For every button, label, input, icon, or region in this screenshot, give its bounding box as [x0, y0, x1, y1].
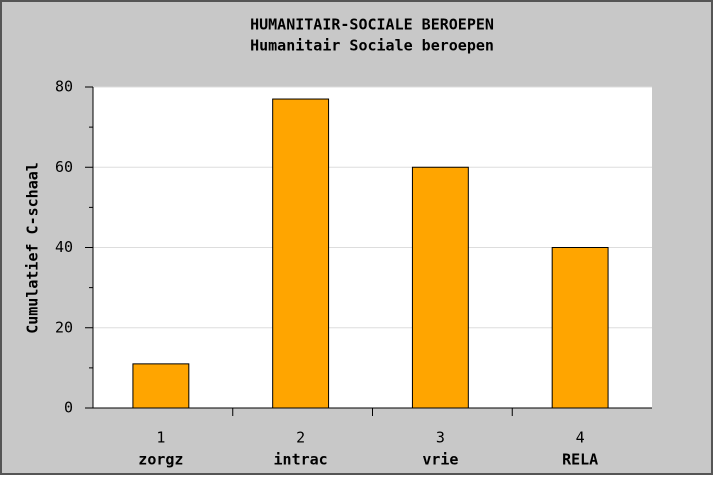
bar: [411, 166, 469, 409]
chart-subtitle: Humanitair Sociale beroepen: [250, 37, 494, 55]
bar: [551, 247, 609, 409]
y-tick-label: 0: [64, 399, 73, 417]
x-tick-number: 1: [156, 429, 165, 447]
x-tick-number: 4: [576, 429, 585, 447]
x-tick-number: 3: [436, 429, 445, 447]
x-tick-label: zorgz: [138, 451, 183, 469]
x-tick-number: 2: [296, 429, 305, 447]
y-tick-label: 20: [55, 318, 73, 336]
chart-title: HUMANITAIR-SOCIALE BEROEPEN: [250, 16, 494, 34]
bar: [272, 98, 330, 409]
bar: [132, 363, 190, 409]
x-tick-label: RELA: [562, 451, 598, 469]
x-tick-label: intrac: [274, 451, 328, 469]
y-tick-label: 60: [55, 158, 73, 176]
x-tick-label: vrie: [422, 451, 458, 469]
y-tick-label: 40: [55, 238, 73, 256]
y-tick-label: 80: [55, 78, 73, 96]
y-axis-label: Cumulatief C-schaal: [24, 162, 42, 334]
